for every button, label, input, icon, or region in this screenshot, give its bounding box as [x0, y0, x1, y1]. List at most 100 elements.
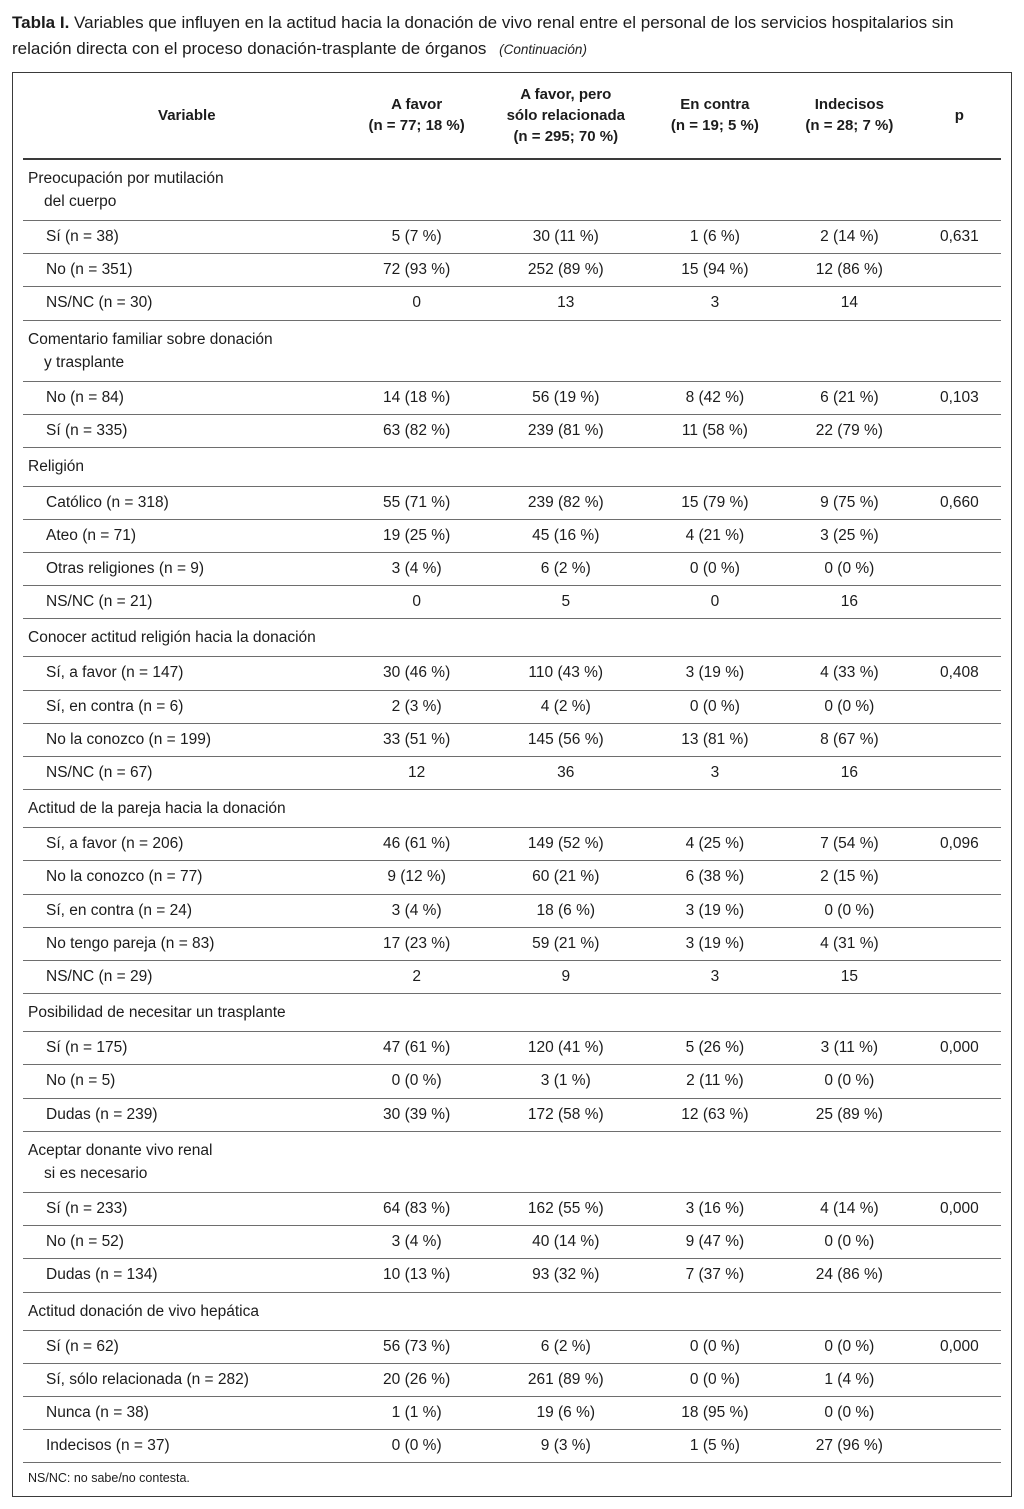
column-header-indecisos: Indecisos (n = 28; 7 %) — [781, 73, 918, 158]
cell-a-favor-relacionada: 93 (32 %) — [532, 1266, 600, 1284]
cell-p — [918, 586, 1001, 618]
cell-indecisos: 12 (86 %) — [815, 261, 883, 279]
table-row: Sí, sólo relacionada (n = 282) 20 (26 %) 2… — [23, 1362, 1001, 1396]
cell-indecisos: 2 (14 %) — [820, 228, 879, 246]
cell-indecisos: 7 (54 %) — [820, 835, 879, 853]
cell-en-contra: 0 (0 %) — [689, 1337, 740, 1355]
cell-a-favor: 0 — [412, 294, 421, 312]
cell-p — [918, 415, 1001, 447]
cell-a-favor: 72 (93 %) — [383, 261, 451, 279]
cell-a-favor-relacionada: 9 (3 %) — [540, 1437, 591, 1455]
table-row: No (n = 52) 3 (4 %) 40 (14 %) 9 (47 %) 0 (0 … — [23, 1225, 1001, 1258]
cell-p: 0,000 — [939, 1039, 979, 1057]
section-header-label: Preocupación por mutilación del cuerpo — [23, 160, 1001, 221]
cell-indecisos: 15 — [840, 967, 858, 985]
cell-a-favor-relacionada: 45 (16 %) — [532, 526, 600, 544]
cell-p: 0,096 — [939, 835, 979, 853]
cell-a-favor: 55 (71 %) — [383, 493, 451, 511]
row-label: Sí, en contra (n = 24) — [46, 901, 193, 919]
table-row: Sí, a favor (n = 206) 46 (61 %) 149 (52 %)… — [23, 827, 1001, 860]
cell-indecisos: 4 (33 %) — [820, 664, 879, 682]
cell-indecisos: 3 (25 %) — [820, 526, 879, 544]
row-label: No la conozco (n = 77) — [46, 868, 203, 886]
cell-indecisos: 14 — [840, 294, 858, 312]
column-header-en-contra: En contra (n = 19; 5 %) — [649, 73, 781, 158]
cell-p — [918, 1099, 1001, 1131]
section-header-line: y trasplante — [44, 353, 125, 371]
column-header-line: sólo relacionada — [506, 106, 625, 124]
row-label: Sí (n = 335) — [46, 422, 128, 440]
cell-a-favor-relacionada: 110 (43 %) — [528, 664, 604, 682]
cell-en-contra: 5 (26 %) — [685, 1039, 745, 1057]
row-label: Dudas (n = 134) — [46, 1266, 158, 1284]
cell-a-favor: 63 (82 %) — [383, 422, 451, 440]
cell-indecisos: 4 (14 %) — [820, 1200, 879, 1218]
cell-en-contra: 4 (21 %) — [685, 526, 745, 544]
cell-a-favor-relacionada: 56 (19 %) — [532, 389, 600, 407]
cell-a-favor-relacionada: 19 (6 %) — [536, 1404, 596, 1422]
cell-a-favor-relacionada: 5 — [561, 593, 571, 611]
cell-en-contra: 3 — [710, 763, 720, 781]
column-header-a-favor-relacionada: A favor, pero sólo relacionada (n = 295; 7… — [483, 73, 649, 158]
cell-a-favor-relacionada: 6 (2 %) — [540, 559, 591, 577]
table-row: Católico (n = 318) 55 (71 %) 239 (82 %) 15 … — [23, 485, 1001, 519]
cell-a-favor-relacionada: 13 — [557, 294, 575, 312]
row-label: No (n = 5) — [46, 1072, 116, 1090]
cell-p: 0,000 — [939, 1337, 979, 1355]
cell-indecisos: 16 — [840, 763, 858, 781]
row-label: Sí (n = 62) — [46, 1337, 119, 1355]
row-label: Sí, a favor (n = 206) — [46, 835, 184, 853]
table-row: Otras religiones (n = 9) 3 (4 %) 6 (2 %) 0 … — [23, 551, 1001, 585]
cell-a-favor-relacionada: 239 (82 %) — [527, 493, 604, 511]
cell-indecisos: 0 (0 %) — [824, 901, 875, 919]
section-header-row: Aceptar donante vivo renal si es necesari… — [23, 1130, 1001, 1193]
cell-en-contra: 3 (19 %) — [685, 934, 745, 952]
cell-p — [918, 1397, 1001, 1429]
table-row: NS/NC (n = 29) 2 9 3 15 — [23, 959, 1001, 993]
cell-en-contra: 4 (25 %) — [685, 835, 745, 853]
section-header-label: Conocer actitud religión hacia la donaci… — [23, 619, 1001, 656]
cell-p — [918, 1364, 1001, 1396]
row-label: Ateo (n = 71) — [46, 526, 137, 544]
cell-p — [918, 1065, 1001, 1097]
table-header-row: Variable A favor (n = 77; 18 %) A favor, pe… — [23, 73, 1001, 160]
cell-a-favor-relacionada: 18 (6 %) — [536, 901, 596, 919]
row-label: No (n = 84) — [46, 389, 124, 407]
cell-indecisos: 0 (0 %) — [824, 1072, 875, 1090]
table-row: Sí (n = 233) 64 (83 %) 162 (55 %) 3 (16 %) 4… — [23, 1192, 1001, 1225]
cell-p — [918, 1259, 1001, 1291]
table-caption-text: Variables que influyen en la actitud hac… — [12, 13, 954, 59]
column-header-line: A favor, pero — [520, 85, 612, 103]
cell-p: 0,000 — [939, 1200, 979, 1218]
section-header-label: Religión — [23, 448, 1001, 485]
column-header-variable: Variable — [23, 73, 351, 158]
cell-indecisos: 1 (4 %) — [824, 1370, 875, 1388]
cell-p: 0,660 — [939, 493, 979, 511]
row-label: Sí, en contra (n = 6) — [46, 697, 184, 715]
cell-a-favor: 2 (3 %) — [391, 697, 442, 715]
cell-a-favor: 0 (0 %) — [391, 1437, 442, 1455]
section-header-line: si es necesario — [44, 1164, 148, 1182]
cell-a-favor-relacionada: 149 (52 %) — [527, 835, 604, 853]
column-header-a-favor: A favor (n = 77; 18 %) — [351, 73, 483, 158]
cell-en-contra: 0 (0 %) — [689, 559, 740, 577]
table-footnote: NS/NC: no sabe/no contesta. — [23, 1462, 1001, 1494]
row-label: Otras religiones (n = 9) — [46, 559, 205, 577]
table-caption-continuation: (Continuación) — [499, 42, 587, 58]
cell-p — [918, 1226, 1001, 1258]
cell-p — [918, 895, 1001, 927]
cell-a-favor: 30 (39 %) — [383, 1105, 451, 1123]
cell-en-contra: 3 — [710, 967, 720, 985]
cell-en-contra: 3 — [710, 294, 720, 312]
cell-p: 0,631 — [939, 228, 979, 246]
table-row: No tengo pareja (n = 83) 17 (23 %) 59 (21 … — [23, 926, 1001, 960]
row-label: NS/NC (n = 30) — [46, 294, 153, 312]
cell-a-favor-relacionada: 172 (58 %) — [527, 1105, 604, 1123]
column-header-line: Variable — [158, 106, 216, 124]
table-row: Sí (n = 38) 5 (7 %) 30 (11 %) 1 (6 %) 2 (14 … — [23, 220, 1001, 253]
cell-en-contra: 6 (38 %) — [685, 868, 745, 886]
cell-en-contra: 15 (79 %) — [681, 493, 749, 511]
cell-en-contra: 15 (94 %) — [681, 261, 749, 279]
cell-a-favor-relacionada: 60 (21 %) — [532, 868, 600, 886]
column-header-line: En contra — [680, 96, 750, 114]
